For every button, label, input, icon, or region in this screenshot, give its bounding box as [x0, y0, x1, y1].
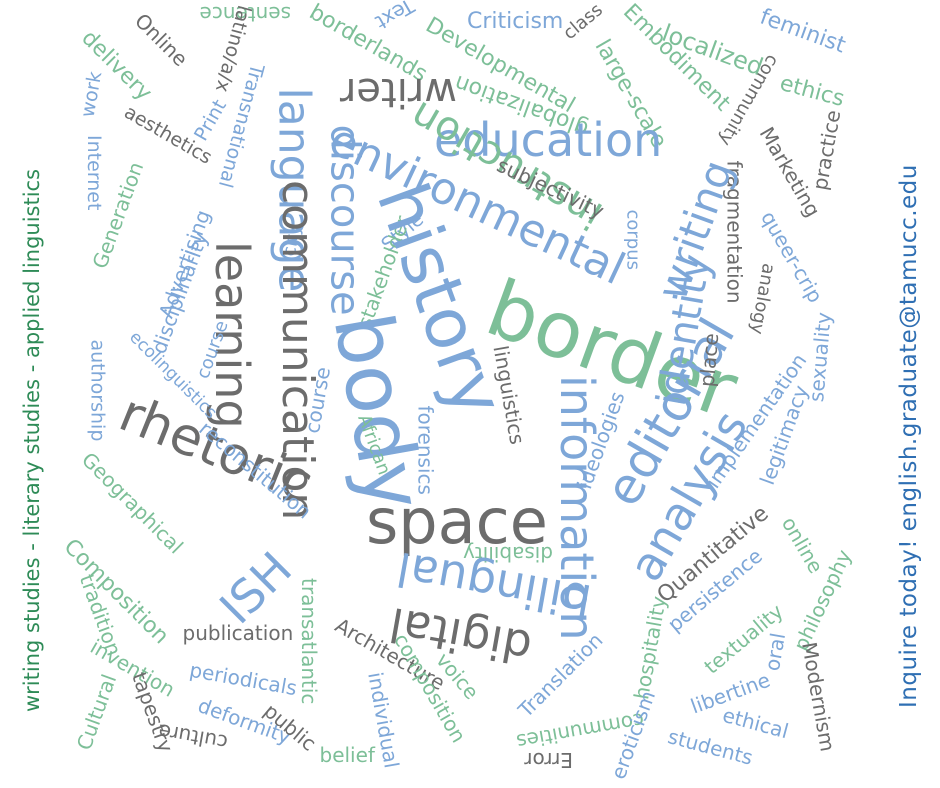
word: corpus — [622, 209, 643, 271]
word: feminist — [756, 4, 849, 59]
word: periodicals — [187, 657, 299, 701]
word: Print — [190, 95, 231, 145]
word: students — [664, 724, 756, 770]
word: analogy — [745, 261, 780, 336]
word: online — [776, 512, 828, 578]
word: class — [558, 0, 607, 45]
program-tagline: writing studies - literary studies - app… — [20, 168, 44, 712]
word: publication — [182, 621, 294, 645]
word: Text — [371, 0, 419, 35]
word: ethical — [719, 702, 791, 744]
word: space — [366, 485, 548, 558]
word: Criticism — [467, 9, 564, 34]
word: work — [76, 69, 107, 119]
word: hospitality — [629, 594, 671, 702]
word: ethics — [777, 70, 848, 113]
word: education — [434, 113, 663, 167]
contact-email: Inquire today! english.graduate@tamucc.e… — [896, 164, 922, 708]
word: place — [694, 332, 724, 388]
word: Cultural — [71, 671, 121, 754]
word: Online — [129, 8, 193, 72]
word: transatlantic — [297, 578, 321, 705]
word: forensics — [413, 405, 437, 495]
word: discourse — [321, 124, 367, 316]
word: ISH — [208, 541, 302, 635]
word: belief — [319, 743, 375, 767]
word: Geographical — [76, 447, 188, 559]
word: oral — [759, 630, 791, 673]
word: Error — [523, 748, 573, 772]
word: Modernism — [796, 640, 840, 754]
word: Internet — [82, 134, 105, 210]
word: practice — [807, 108, 845, 192]
word: authorship — [86, 339, 109, 441]
